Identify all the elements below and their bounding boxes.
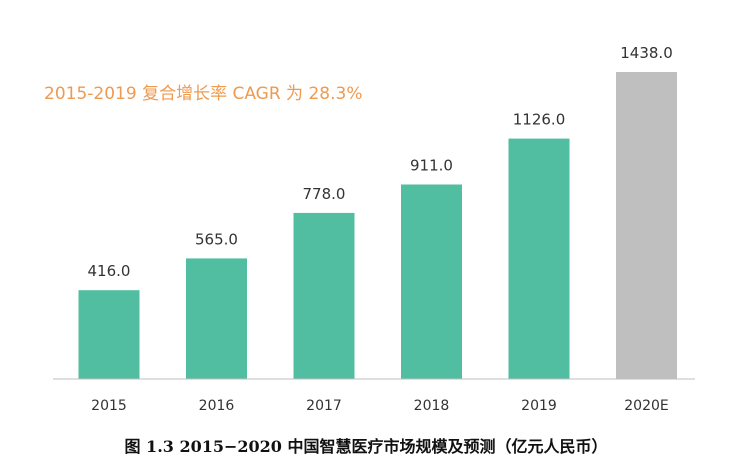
bar-value-label-2017: 778.0 bbox=[303, 185, 346, 203]
bar-value-label-2019: 1126.0 bbox=[513, 111, 566, 129]
cagr-annotation: 2015-2019 复合增长率 CAGR 为 28.3% bbox=[44, 84, 362, 104]
bar-value-label-2016: 565.0 bbox=[195, 230, 238, 248]
bars-group: 416.0 565.0 778.0 911.0 1126.0 1438.0 bbox=[78, 44, 677, 379]
x-axis-ticks: 2015 2016 2017 2018 2019 2020E bbox=[91, 398, 669, 414]
x-tick-label-2017: 2017 bbox=[306, 398, 342, 414]
bar-2017 bbox=[293, 212, 355, 379]
bar-2015 bbox=[78, 290, 140, 379]
x-tick-label-2018: 2018 bbox=[414, 398, 450, 414]
bar-2019 bbox=[508, 138, 570, 379]
bar-2020E bbox=[616, 72, 677, 379]
x-tick-label-2019: 2019 bbox=[521, 398, 557, 414]
x-tick-label-2020E: 2020E bbox=[624, 398, 668, 414]
bar-2018 bbox=[401, 184, 462, 379]
x-tick-label-2015: 2015 bbox=[91, 398, 127, 414]
x-tick-label-2016: 2016 bbox=[199, 398, 235, 414]
figure-caption: 图 1.3 2015−2020 中国智慧医疗市场规模及预测（亿元人民币） bbox=[124, 437, 607, 456]
bar-value-label-2015: 416.0 bbox=[88, 262, 131, 280]
bar-value-label-2020E: 1438.0 bbox=[620, 44, 673, 62]
bar-value-label-2018: 911.0 bbox=[410, 157, 453, 175]
bar-2016 bbox=[186, 258, 247, 379]
